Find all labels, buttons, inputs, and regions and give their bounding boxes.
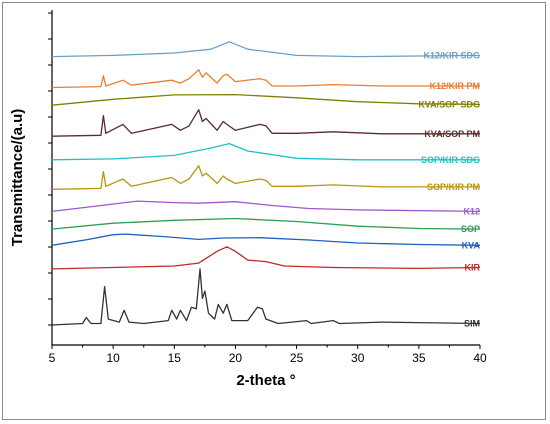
series-line-8 — [51, 233, 481, 246]
series-line-3 — [51, 109, 480, 137]
x-tick-label: 25 — [290, 351, 304, 365]
series-line-2 — [51, 93, 481, 106]
series-label: KVA — [462, 240, 481, 250]
series-label: K12/KIR SDG — [423, 50, 480, 60]
series-label: SOP/KIR SDG — [421, 155, 480, 165]
x-tick-label: 30 — [351, 351, 365, 365]
y-axis-title: Transmittance/(a.u) — [9, 109, 26, 247]
axes: 5 10 15 20 25 30 35 40 — [48, 10, 487, 365]
x-tick-label: 35 — [412, 351, 426, 365]
series-label: SOP — [461, 224, 480, 234]
series-label: K12 — [463, 206, 480, 216]
y-ticks — [48, 12, 52, 326]
series-label: SOP/KIR PM — [427, 182, 480, 192]
series-label: KIR — [465, 262, 481, 272]
series-label: SIM — [464, 319, 480, 329]
series-label: KVA/SOP PM — [424, 129, 480, 139]
series-line-10 — [51, 268, 481, 326]
series-line-5 — [51, 165, 480, 190]
x-axis-title: 2-theta ° — [236, 372, 295, 389]
x-ticks: 5 10 15 20 25 30 35 40 — [49, 345, 487, 365]
x-tick-label: 40 — [473, 351, 487, 365]
x-tick-label: 10 — [106, 351, 120, 365]
figure-frame — [2, 2, 546, 420]
x-tick-label: 15 — [168, 351, 182, 365]
series-line-4 — [51, 142, 480, 161]
series-line-7 — [51, 217, 481, 230]
series-line-0 — [51, 41, 481, 58]
series-label-layer: K12/KIR SDG K12/KIR PM KVA/SOP SDG KVA/SOP … — [418, 50, 480, 328]
series-label: K12/KIR PM — [429, 81, 480, 91]
series-layer — [51, 41, 481, 326]
series-line-6 — [51, 200, 481, 213]
series-line-1 — [51, 69, 480, 89]
x-tick-label: 5 — [49, 351, 56, 365]
series-label: KVA/SOP SDG — [418, 99, 480, 109]
series-line-9 — [51, 246, 481, 270]
x-tick-label: 20 — [229, 351, 243, 365]
